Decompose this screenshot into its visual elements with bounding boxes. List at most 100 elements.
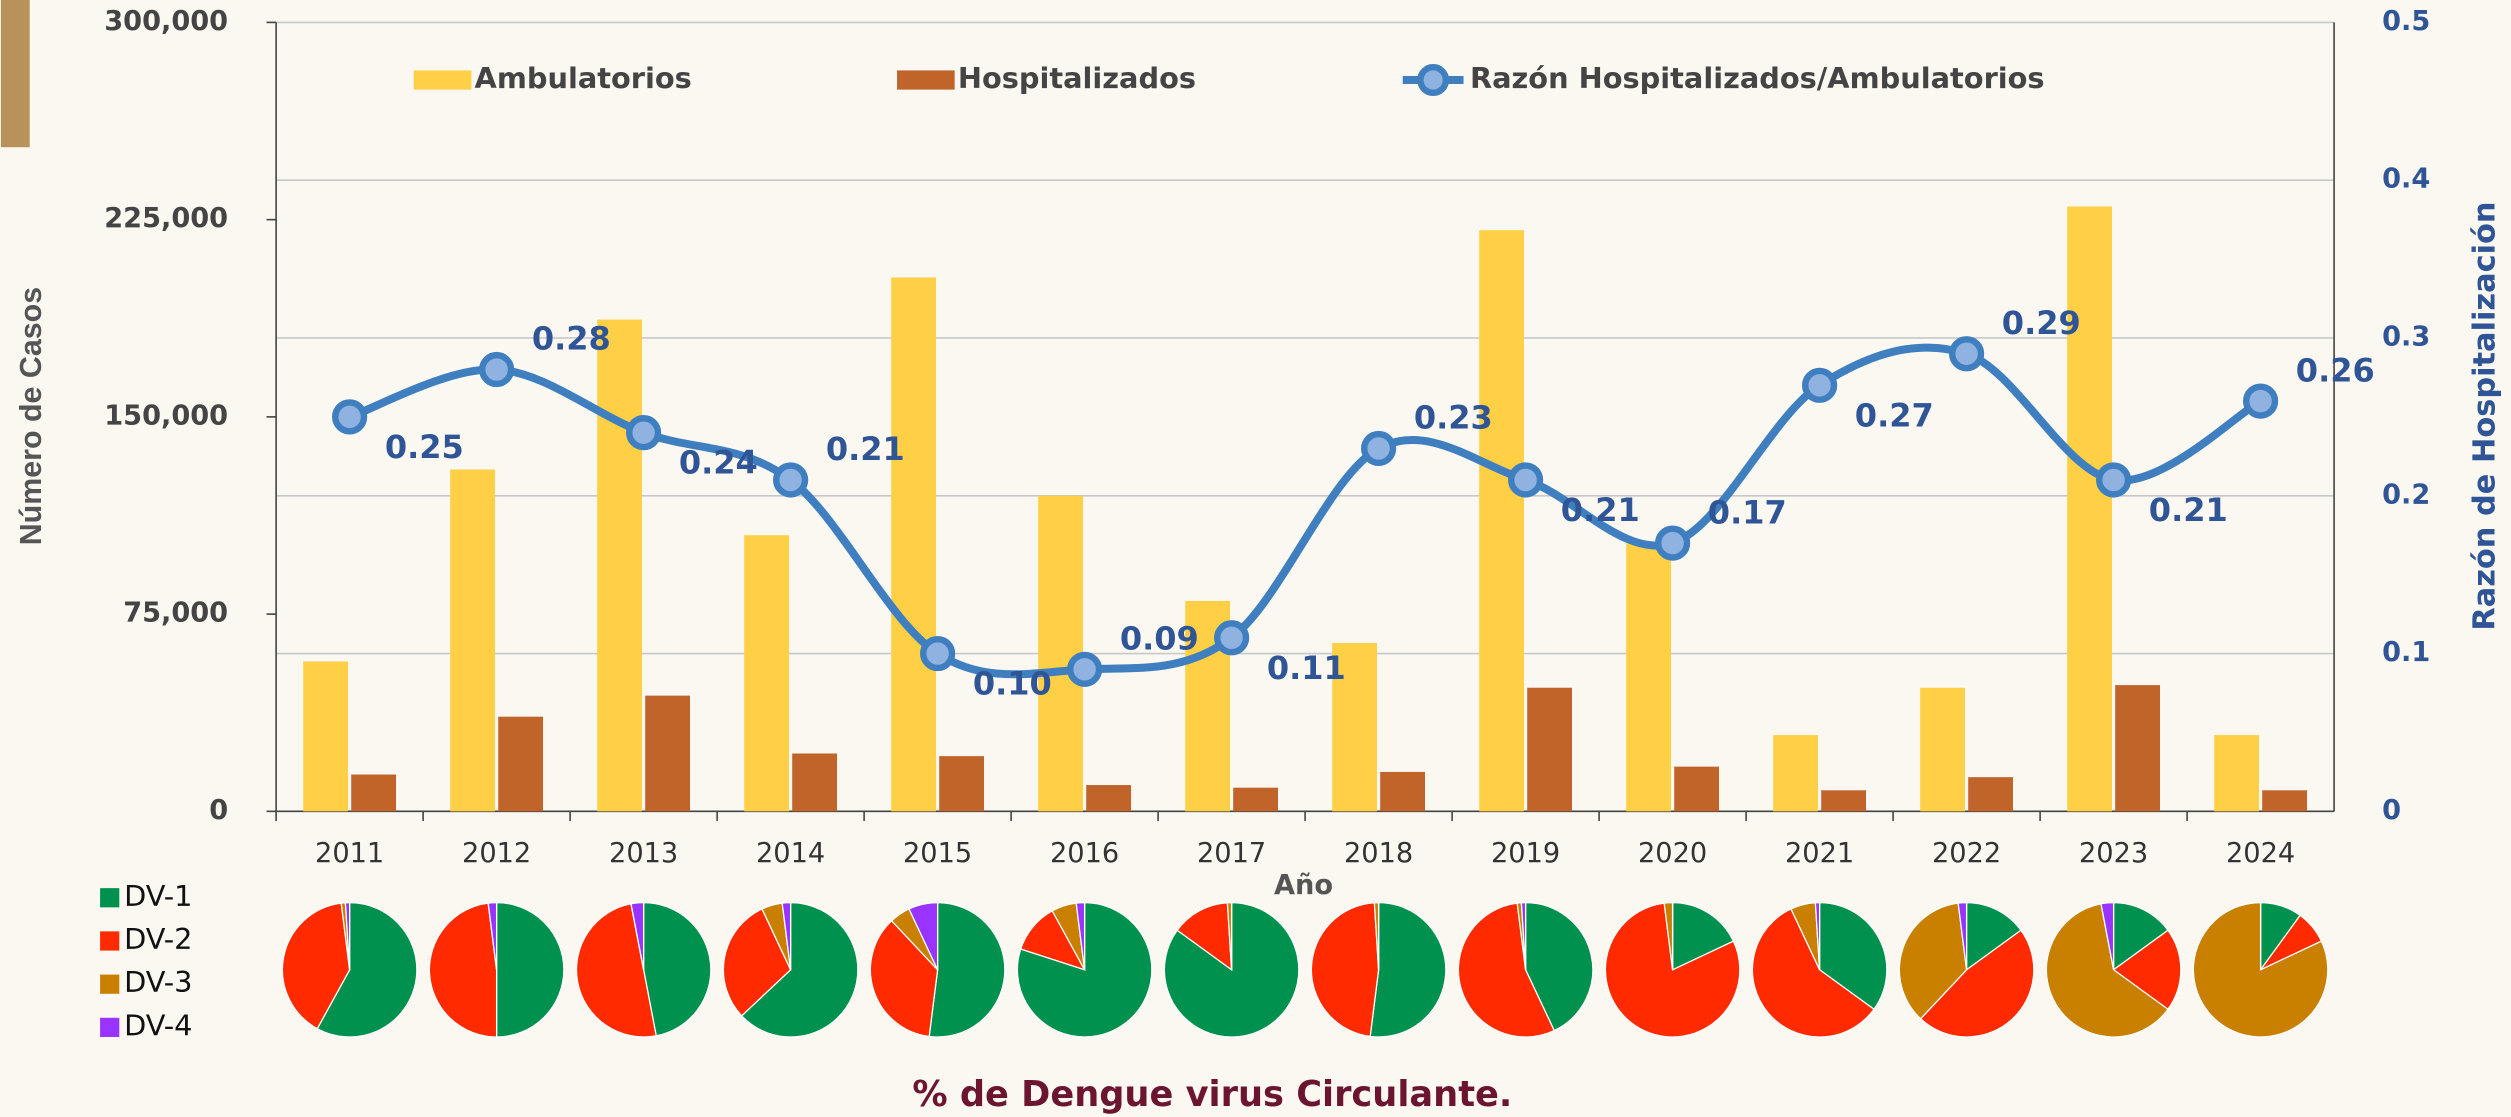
x-tick-label: 2017 <box>1197 838 1266 869</box>
y2-tick-label: 0.5 <box>2382 6 2430 37</box>
y-tick-label: 75,000 <box>123 598 228 629</box>
pie-slice <box>487 901 498 970</box>
ratio-point <box>920 635 956 672</box>
y-tick-label: 225,000 <box>104 203 228 234</box>
bar <box>1968 777 2014 812</box>
pie-slice <box>344 901 351 970</box>
x-axis-title: Año <box>1274 870 1333 901</box>
ratio-point <box>773 462 809 498</box>
data-label: 0.23 <box>1414 399 1493 437</box>
ratio-point <box>1801 367 1838 403</box>
y2-tick-label: 0.1 <box>2382 637 2430 668</box>
pie-slice <box>1520 901 1527 970</box>
x-tick-label: 2016 <box>1050 838 1119 869</box>
data-label: 0.11 <box>1267 649 1346 687</box>
y-axis-title: Número de Casos <box>14 287 48 545</box>
data-label: 0.29 <box>2002 304 2081 342</box>
pie-slice <box>316 901 418 1038</box>
pie-title: % de Dengue virus Circulante. <box>912 1074 1512 1115</box>
y2-tick-label: 0.3 <box>2382 321 2430 352</box>
ratio-point <box>2242 383 2279 419</box>
ratio-point <box>1361 430 1397 467</box>
data-label: 0.24 <box>679 444 758 482</box>
x-tick-label: 2024 <box>2226 838 2295 869</box>
bar <box>1920 687 1965 812</box>
data-label: 0.09 <box>1120 620 1199 658</box>
x-tick-label: 2019 <box>1491 838 1560 869</box>
bar <box>645 695 691 812</box>
bar <box>2214 735 2259 812</box>
bar <box>939 756 985 812</box>
pie-slice <box>1898 902 1968 1020</box>
bar <box>1332 643 1378 812</box>
pie-slice <box>1524 901 1594 1032</box>
bar <box>2067 206 2112 812</box>
bar <box>1626 543 1672 812</box>
ratio-point <box>1214 620 1250 656</box>
x-tick-label: 2022 <box>1932 838 2001 869</box>
legend-label: DV-3 <box>124 965 192 999</box>
pie-slice <box>1457 902 1556 1038</box>
pie-slice <box>781 901 792 970</box>
pie-slice <box>1016 901 1153 1038</box>
bar <box>2115 685 2161 812</box>
bar <box>1380 771 1426 812</box>
x-tick-label: 2021 <box>1785 838 1854 869</box>
data-label: 0.25 <box>385 428 464 466</box>
x-tick-label: 2015 <box>903 838 972 869</box>
ratio-point <box>1067 651 1103 687</box>
y-tick-label: 300,000 <box>104 6 228 37</box>
pie-slice <box>281 902 351 1030</box>
pie-slice <box>1818 901 1888 1011</box>
ratio-point <box>332 399 368 435</box>
ratio-point <box>1948 336 1985 372</box>
x-tick-label: 2011 <box>315 838 384 869</box>
bar <box>1674 766 1720 812</box>
bar <box>498 716 544 812</box>
bar <box>2262 790 2308 812</box>
ratio-point <box>2095 462 2132 498</box>
bar <box>891 277 937 812</box>
data-label: 0.28 <box>532 320 611 358</box>
bar <box>1527 687 1573 812</box>
data-label: 0.27 <box>1855 396 1934 434</box>
bar <box>792 753 838 812</box>
pie-slice <box>495 901 565 1038</box>
bar <box>303 661 349 812</box>
legend-label: DV-1 <box>124 879 192 913</box>
pie-slice <box>1671 901 1735 971</box>
y2-axis-title: Razón de Hospitalización <box>2468 201 2503 630</box>
pie-slice <box>1814 901 1821 970</box>
y2-tick-label: 0.2 <box>2382 479 2430 510</box>
x-tick-label: 2023 <box>2079 838 2148 869</box>
pie-slice <box>1369 901 1447 1038</box>
pie-slice <box>575 903 657 1038</box>
data-label: 0.21 <box>1561 491 1640 529</box>
bar <box>744 535 790 812</box>
pie-slice <box>1919 929 2035 1038</box>
data-label: 0.17 <box>1708 493 1787 531</box>
legend-swatch <box>100 931 120 951</box>
pie-slice <box>642 901 712 1037</box>
ratio-point <box>479 351 515 388</box>
data-label: 0.21 <box>2149 491 2228 529</box>
x-tick-label: 2020 <box>1638 838 1707 869</box>
y2-tick-label: 0.4 <box>2382 164 2430 195</box>
bar <box>1479 230 1525 812</box>
bar <box>450 469 496 812</box>
pie-slice <box>908 901 939 971</box>
legend-swatch <box>897 70 955 90</box>
legend-swatch <box>100 1017 120 1037</box>
bar <box>351 774 397 812</box>
pie-slice <box>1310 902 1380 1038</box>
bar <box>1086 785 1132 812</box>
legend-label: DV-4 <box>124 1008 192 1042</box>
legend-label: Razón Hospitalizados/Ambulatorios <box>1470 61 2045 95</box>
ratio-point <box>1508 462 1544 498</box>
legend-swatch <box>413 70 472 90</box>
y-tick-label: 150,000 <box>104 400 228 431</box>
legend-label: Ambulatorios <box>475 61 692 95</box>
pie-slice <box>869 919 939 1038</box>
x-tick-label: 2018 <box>1344 838 1413 869</box>
